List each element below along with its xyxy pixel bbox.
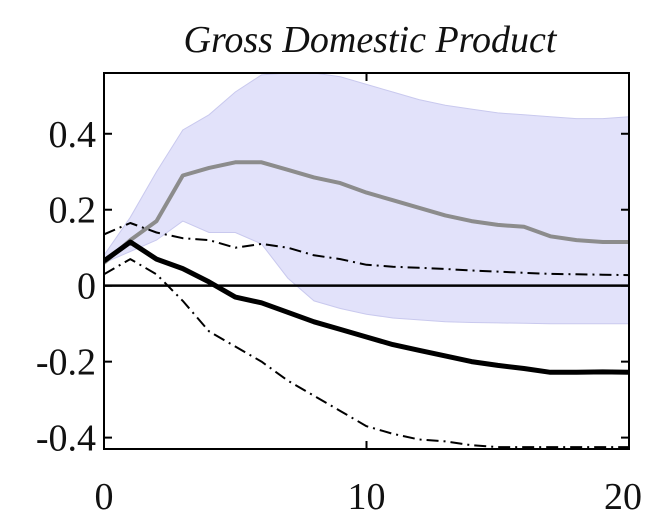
lower-dashdot-line (104, 258, 629, 449)
gray-solid-line (104, 160, 629, 265)
plot-content (104, 73, 629, 449)
x-tick-label: 20 (604, 476, 642, 518)
chart-title: Gross Domestic Product (184, 19, 558, 61)
plot-frame (103, 72, 630, 450)
y-tick-label: -0.2 (36, 342, 96, 384)
x-tick-label: 0 (95, 476, 114, 518)
confidence-band (104, 73, 629, 325)
y-tick-label: 0.4 (49, 114, 97, 156)
black-solid-line (104, 239, 629, 375)
x-tick-label: 10 (348, 476, 386, 518)
plot-area (104, 73, 629, 449)
tick-labels: 0.4 0.2 0 -0.2 -0.4 0 10 20 (36, 73, 642, 518)
y-tick-label: 0 (77, 266, 96, 308)
y-tick-label: -0.4 (36, 418, 96, 460)
y-tick-label: 0.2 (49, 190, 97, 232)
upper-dashdot-line (104, 222, 629, 277)
